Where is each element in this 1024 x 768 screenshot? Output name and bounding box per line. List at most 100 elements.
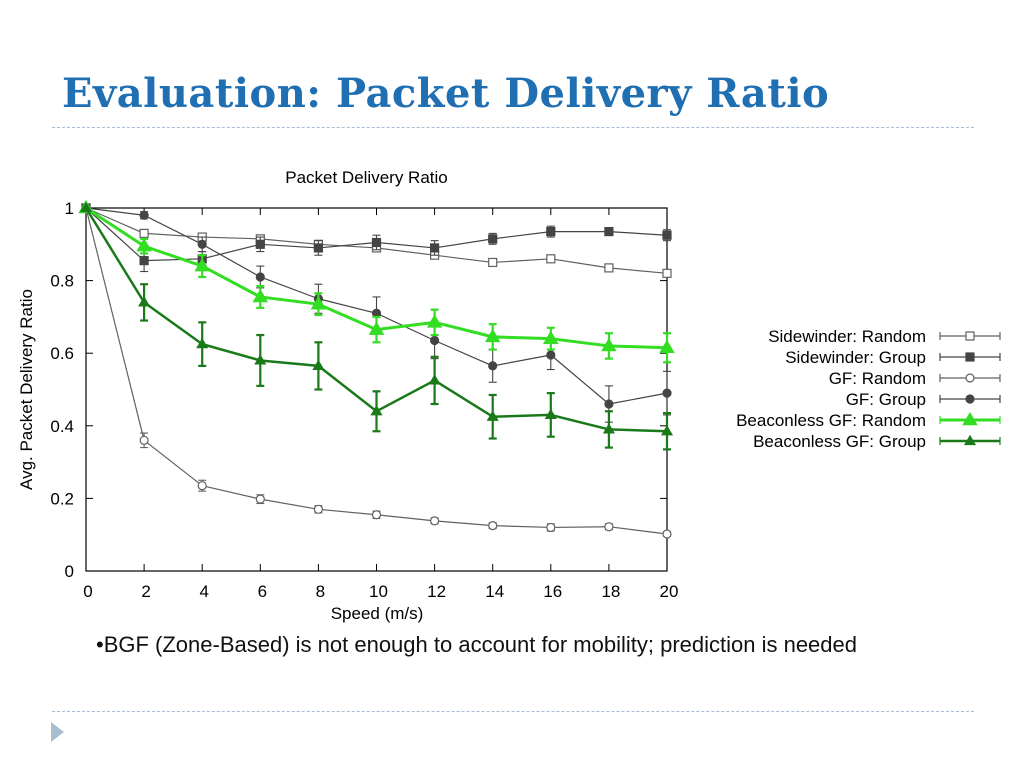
title-divider [52,127,974,128]
series-line-1 [85,207,668,262]
data-point-4-8 [543,330,559,344]
data-point-0-10 [662,268,672,278]
data-point-1-6 [430,243,440,253]
legend-entry-2: GF: Random [829,369,1001,388]
data-point-3-3 [255,272,265,282]
data-point-2-8 [546,522,556,533]
data-point-1-7 [488,234,498,244]
x-tick-label-16: 16 [543,582,562,601]
data-point-3-6 [430,335,440,346]
x-tick-label-4: 4 [199,582,208,601]
x-axis-label: Speed (m/s) [331,604,424,623]
x-tick-label-8: 8 [316,582,325,601]
legend-label-2: GF: Random [829,369,926,388]
series-5 [79,201,674,451]
data-point-5-7 [486,410,499,421]
data-point-4-2 [194,258,210,272]
data-point-2-6 [430,516,440,526]
legend-entry-3: GF: Group [846,390,1001,409]
data-point-4-6 [426,314,443,328]
series-4 [78,199,675,364]
chart-title: Packet Delivery Ratio [285,168,448,187]
y-tick-label-3: 0.6 [50,344,74,363]
y-tick-label-1: 0.2 [50,489,74,508]
data-point-4-4 [310,296,327,310]
legend-marker-5 [963,434,977,446]
legend-marker-0 [965,331,975,341]
y-tick-label-5: 1 [65,199,74,218]
packet-delivery-chart: Packet Delivery Ratio 0 2 4 6 8 10 12 14 16 18 20 0 0… [17,168,1001,623]
data-point-5-1 [138,296,151,307]
y-axis-label: Avg. Packet Delivery Ratio [17,289,36,490]
data-point-1-9 [604,226,614,237]
data-point-4-3 [252,288,269,303]
data-point-1-8 [546,226,556,237]
data-point-1-5 [371,237,382,248]
data-point-5-5 [370,404,383,416]
data-point-2-2 [197,481,207,491]
data-point-3-7 [488,361,498,371]
data-point-4-10 [659,339,675,354]
legend-marker-3 [965,394,975,404]
legend-marker-1 [965,352,975,362]
legend-marker-4 [962,411,978,426]
data-point-1-1 [139,256,149,266]
data-point-4-5 [368,321,385,335]
data-point-0-9 [604,263,614,273]
data-point-3-8 [546,350,556,360]
legend-marker-2 [965,373,975,383]
data-point-0-8 [546,254,556,264]
data-point-2-4 [313,504,323,514]
data-point-1-3 [255,239,265,249]
data-point-5-3 [254,354,267,365]
legend-entry-4: Beaconless GF: Random [736,411,1001,430]
data-point-4-1 [136,238,152,252]
x-tick-label-10: 10 [369,582,388,601]
data-point-0-7 [488,257,498,268]
data-point-5-10 [660,424,674,436]
legend-entry-0: Sidewinder: Random [768,327,1001,346]
data-point-5-9 [602,423,615,434]
data-point-3-1 [139,210,149,220]
data-point-4-9 [601,337,617,352]
x-tick-label-2: 2 [141,582,150,601]
data-point-2-10 [662,529,672,539]
slide-title: Evaluation: Packet Delivery Ratio [62,70,830,117]
legend-label-4: Beaconless GF: Random [736,411,926,430]
data-point-2-9 [604,522,614,532]
x-tick-label-12: 12 [427,582,446,601]
next-slide-arrow-icon[interactable] [51,722,64,742]
x-tick-label-14: 14 [485,582,504,601]
legend-label-3: GF: Group [846,390,926,409]
data-point-1-4 [313,243,323,253]
data-point-4-7 [484,328,501,343]
data-point-2-7 [488,521,498,531]
x-tick-label-6: 6 [258,582,267,601]
data-point-0-1 [139,228,149,239]
data-point-3-2 [197,239,207,249]
legend-label-0: Sidewinder: Random [768,327,926,346]
data-point-5-4 [312,359,325,370]
legend-label-1: Sidewinder: Group [785,348,926,367]
y-tick-label-2: 0.4 [50,417,74,436]
data-point-5-2 [196,337,209,349]
legend-label-5: Beaconless GF: Group [753,432,926,451]
data-point-2-1 [139,435,149,445]
data-point-3-9 [604,399,614,409]
conclusion-bullet: •BGF (Zone-Based) is not enough to accou… [96,632,857,657]
data-point-2-5 [371,510,382,520]
x-tick-label-20: 20 [660,582,679,601]
data-point-2-3 [255,494,265,504]
y-tick-label-0: 0 [65,562,74,581]
footer-divider [52,711,974,712]
data-point-5-8 [544,408,557,420]
legend-entry-1: Sidewinder: Group [785,348,1001,367]
x-tick-label-0: 0 [83,582,92,601]
x-tick-label-18: 18 [601,582,620,601]
y-tick-label-4: 0.8 [50,272,74,291]
data-point-1-10 [662,230,672,240]
data-point-3-10 [662,388,672,398]
data-point-5-6 [428,374,441,385]
legend-entry-5: Beaconless GF: Group [753,432,1001,451]
data-point-5-0 [79,201,93,213]
